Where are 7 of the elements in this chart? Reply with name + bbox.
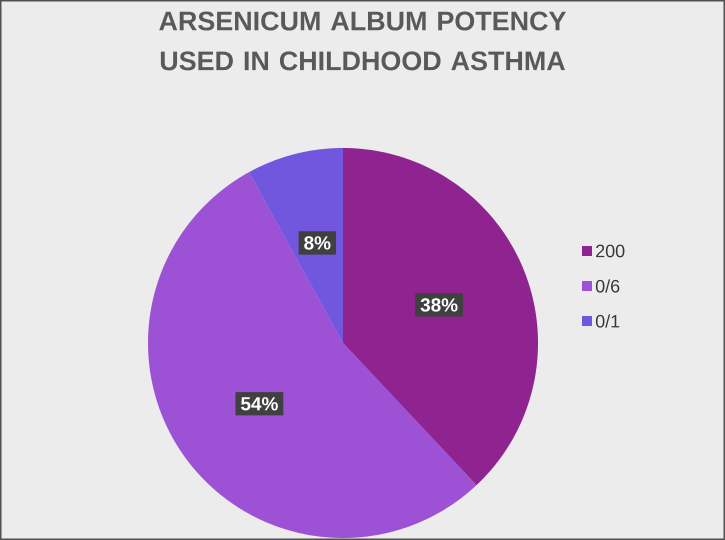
legend-label: 0/1 bbox=[596, 314, 620, 328]
data-label: 54% bbox=[241, 397, 278, 410]
data-label: 8% bbox=[304, 236, 330, 250]
legend-label: 200 bbox=[596, 244, 624, 258]
legend-label: 0/6 bbox=[596, 279, 620, 293]
chart-title: ARSENICUM ALBUM POTENCY USED IN CHILDHOOD ASTHMA bbox=[159, 12, 566, 70]
data-label: 38% bbox=[420, 298, 458, 312]
